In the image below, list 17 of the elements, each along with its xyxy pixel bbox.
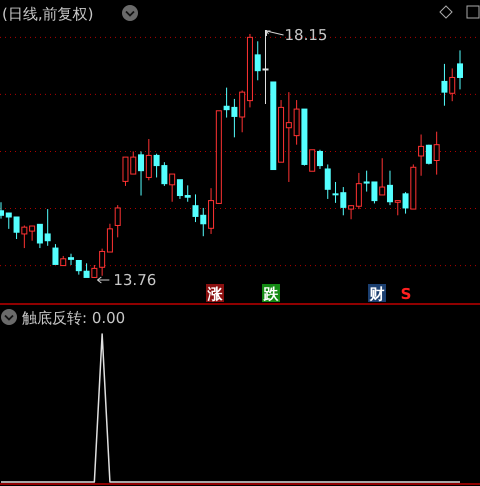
candlestick — [254, 40, 261, 81]
candlestick — [224, 87, 230, 118]
annotation: 18.15 — [284, 26, 328, 44]
chart-title: 触底反转: 0.00 — [22, 309, 126, 327]
candlestick — [457, 50, 463, 90]
candlestick — [441, 63, 448, 106]
text: S — [400, 285, 412, 303]
candlestick — [434, 131, 440, 176]
candlestick — [114, 204, 121, 238]
candlestick — [262, 30, 269, 105]
candlestick — [364, 170, 370, 192]
candlestick — [200, 207, 206, 237]
annotation: 13.76 — [113, 271, 156, 289]
candlestick — [418, 134, 424, 176]
chart-title: (日线,前复权) — [2, 5, 94, 23]
candlestick — [146, 138, 152, 181]
candlestick — [231, 98, 238, 138]
